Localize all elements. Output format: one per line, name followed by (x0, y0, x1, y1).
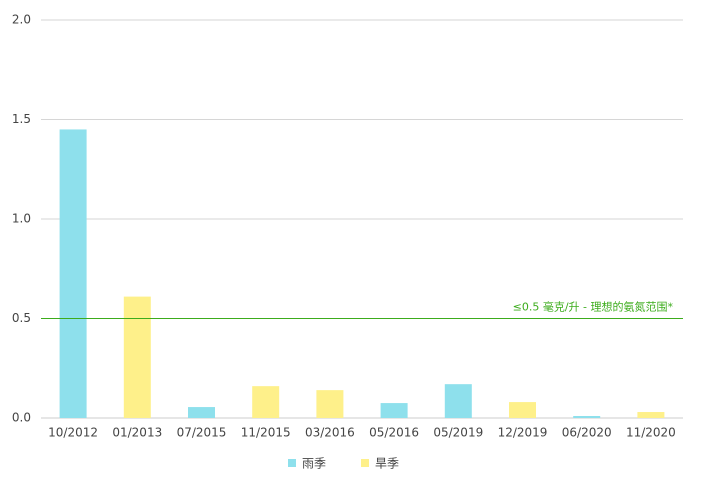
bar (188, 407, 215, 418)
x-tick-label: 12/2019 (498, 426, 548, 440)
bar (380, 403, 408, 418)
x-tick-label: 05/2019 (433, 426, 483, 440)
y-tick-label: 0.0 (12, 411, 31, 425)
x-tick-label: 10/2012 (48, 426, 98, 440)
bar (637, 412, 665, 418)
bar (573, 416, 601, 418)
x-tick-label: 11/2015 (241, 426, 291, 440)
bar (59, 129, 87, 418)
y-tick-label: 1.5 (12, 112, 31, 126)
x-tick-label: 06/2020 (562, 426, 612, 440)
legend-label: 雨季 (302, 457, 326, 471)
bar (252, 386, 280, 418)
bar (444, 384, 472, 418)
reference-label: ≤0.5 毫克/升 - 理想的氨氮范围* (513, 300, 674, 314)
legend-swatch (288, 459, 296, 467)
bar (509, 402, 536, 418)
x-tick-label: 07/2015 (177, 426, 227, 440)
x-tick-label: 01/2013 (112, 426, 162, 440)
y-tick-label: 0.5 (12, 311, 31, 325)
bar (123, 296, 151, 418)
y-tick-label: 2.0 (12, 13, 31, 27)
bar (316, 390, 344, 418)
y-tick-label: 1.0 (12, 212, 31, 226)
legend-label: 旱季 (375, 457, 399, 471)
legend-swatch (361, 459, 369, 467)
x-tick-label: 11/2020 (626, 426, 676, 440)
x-tick-label: 05/2016 (369, 426, 419, 440)
x-tick-label: 03/2016 (305, 426, 355, 440)
